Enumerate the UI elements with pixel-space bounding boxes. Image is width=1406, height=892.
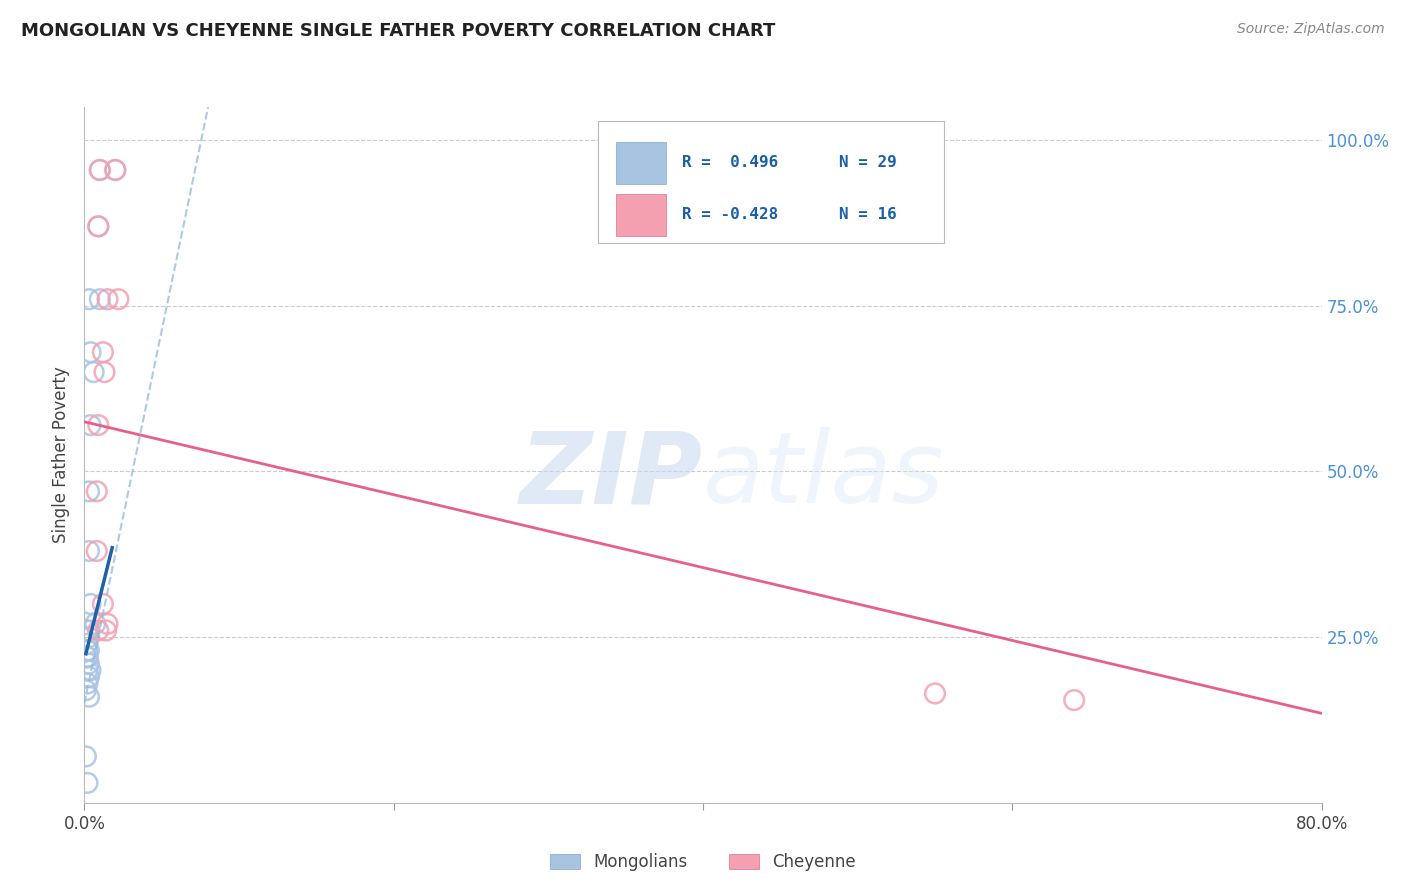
Point <box>84 616 107 631</box>
Point <box>76 637 98 651</box>
Point <box>1063 693 1085 707</box>
Point <box>76 643 98 657</box>
Point <box>76 663 98 677</box>
Point <box>76 624 98 638</box>
Point <box>77 657 100 671</box>
Point <box>75 749 97 764</box>
Text: R = -0.428: R = -0.428 <box>682 207 778 222</box>
Text: N = 16: N = 16 <box>839 207 897 222</box>
Text: atlas: atlas <box>703 427 945 524</box>
Point <box>104 163 127 178</box>
Bar <box>616 194 666 235</box>
Point <box>76 650 98 665</box>
Point <box>107 292 129 306</box>
Point <box>104 163 127 178</box>
Point <box>86 484 108 499</box>
Y-axis label: Single Father Poverty: Single Father Poverty <box>52 367 70 543</box>
Point <box>76 776 98 790</box>
Point <box>79 663 101 677</box>
Text: R =  0.496: R = 0.496 <box>682 155 778 170</box>
Point <box>77 690 100 704</box>
Text: Source: ZipAtlas.com: Source: ZipAtlas.com <box>1237 22 1385 37</box>
Point <box>924 686 946 700</box>
Point <box>89 163 111 178</box>
Point <box>77 292 100 306</box>
Point <box>77 670 100 684</box>
Point <box>94 624 117 638</box>
Text: MONGOLIAN VS CHEYENNE SINGLE FATHER POVERTY CORRELATION CHART: MONGOLIAN VS CHEYENNE SINGLE FATHER POVE… <box>21 22 776 40</box>
Point <box>87 418 110 433</box>
Text: ZIP: ZIP <box>520 427 703 524</box>
Legend: Mongolians, Cheyenne: Mongolians, Cheyenne <box>543 847 863 878</box>
Point <box>77 643 100 657</box>
Bar <box>616 142 666 184</box>
Point <box>87 219 110 234</box>
Point <box>97 292 120 306</box>
Text: N = 29: N = 29 <box>839 155 897 170</box>
Point <box>79 345 101 359</box>
Point <box>86 544 108 558</box>
Point <box>79 597 101 611</box>
FancyBboxPatch shape <box>598 121 945 243</box>
Point <box>77 544 100 558</box>
Point <box>77 484 100 499</box>
Point <box>97 616 120 631</box>
Point <box>83 365 105 379</box>
Point <box>89 292 111 306</box>
Point <box>87 624 110 638</box>
Point <box>91 597 114 611</box>
Point <box>77 624 100 638</box>
Point <box>93 365 115 379</box>
Point <box>91 345 114 359</box>
Point <box>76 676 98 690</box>
Point <box>76 650 98 665</box>
Point <box>89 163 111 178</box>
Point <box>75 683 97 698</box>
Point <box>87 219 110 234</box>
Point <box>77 630 100 644</box>
Point <box>79 418 101 433</box>
